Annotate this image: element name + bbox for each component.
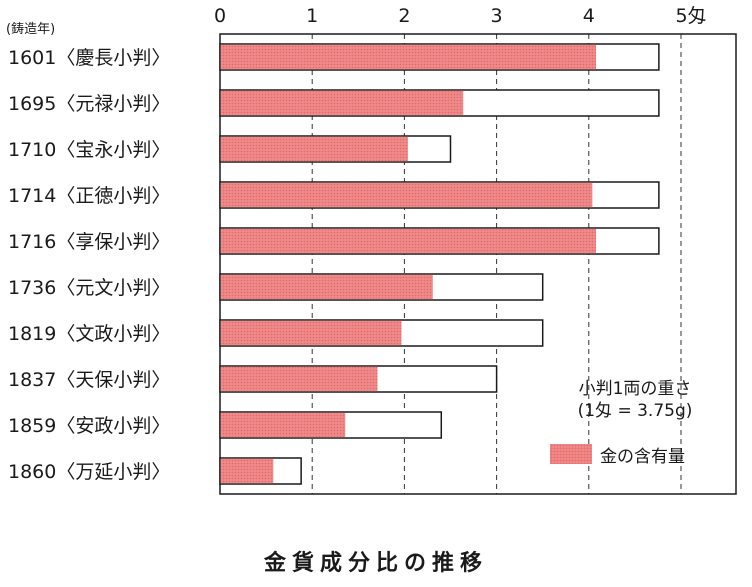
bar-gold xyxy=(220,136,408,162)
category-label: 1710〈宝永小判〉 xyxy=(8,139,170,161)
legend-gold-label: 金の含有量 xyxy=(600,446,685,467)
category-label: 1819〈文政小判〉 xyxy=(8,323,170,345)
bar-gold xyxy=(220,320,402,346)
bar-gold xyxy=(220,412,346,438)
legend-weight: 小判1両の重さ (1匁 = 3.75g) xyxy=(540,378,730,422)
x-tick-label: 0 xyxy=(214,5,226,27)
x-tick-label: 2 xyxy=(398,5,410,27)
category-label: 1859〈安政小判〉 xyxy=(8,415,170,437)
x-tick-label: 1 xyxy=(306,5,318,27)
category-label: 1714〈正徳小判〉 xyxy=(8,185,170,207)
legend-weight-line1: 小判1両の重さ xyxy=(578,379,692,399)
category-label: 1860〈万延小判〉 xyxy=(8,461,170,483)
category-label: 1601〈慶長小判〉 xyxy=(8,47,170,69)
x-tick-label: 5匁 xyxy=(675,5,706,27)
category-label: 1837〈天保小判〉 xyxy=(8,369,170,391)
plot-frame xyxy=(219,33,737,495)
category-label: 1695〈元禄小判〉 xyxy=(8,93,170,115)
x-tick-label: 4 xyxy=(583,5,595,27)
bar-gold xyxy=(220,274,433,300)
y-axis-header: (鋳造年) xyxy=(6,22,56,37)
legend-weight-line2: (1匁 = 3.75g) xyxy=(577,401,693,421)
bar-gold xyxy=(220,90,464,116)
bar-gold xyxy=(220,458,274,484)
bar-gold xyxy=(220,44,597,70)
legend-gold: 金の含有量 xyxy=(550,442,685,467)
category-label: 1716〈享保小判〉 xyxy=(8,231,170,253)
x-tick-label: 3 xyxy=(491,5,503,27)
bar-gold xyxy=(220,228,597,254)
bar-gold xyxy=(220,182,593,208)
bar-gold xyxy=(220,366,378,392)
legend-gold-swatch xyxy=(550,444,592,464)
category-label: 1736〈元文小判〉 xyxy=(8,277,170,299)
chart-title: 金貨成分比の推移 xyxy=(263,551,488,576)
